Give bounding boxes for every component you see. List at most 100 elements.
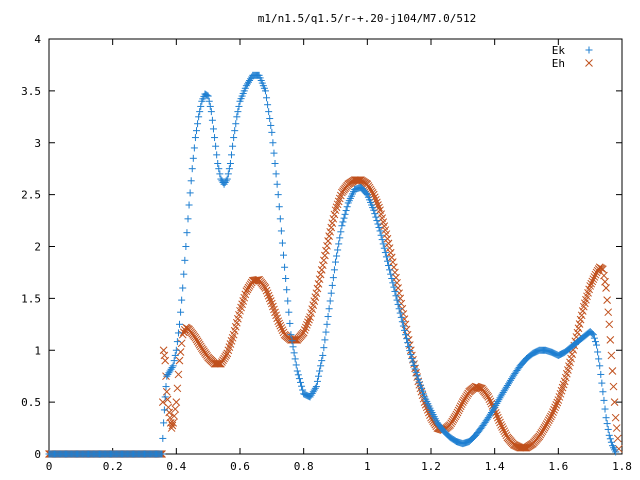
point-eh: [330, 210, 339, 219]
point-eh: [456, 402, 465, 411]
point-ek: [393, 296, 401, 304]
point-eh: [318, 261, 327, 270]
point-eh: [304, 318, 312, 327]
point-ek: [419, 387, 427, 395]
x-tick-label: 1: [364, 460, 371, 473]
point-ek: [341, 210, 349, 218]
point-ek: [267, 121, 275, 129]
point-ek: [180, 270, 188, 278]
point-ek: [196, 108, 204, 116]
point-ek: [231, 127, 239, 135]
legend-marker-eh: [585, 59, 593, 67]
point-ek: [268, 128, 276, 136]
point-ek: [399, 322, 407, 330]
point-ek: [317, 362, 325, 370]
point-eh: [614, 444, 623, 453]
point-ek: [228, 151, 236, 159]
point-ek: [284, 297, 292, 305]
point-eh: [610, 398, 619, 406]
point-eh: [167, 424, 176, 432]
point-ek: [321, 336, 329, 344]
point-ek: [605, 431, 613, 439]
point-ek: [417, 384, 425, 392]
point-ek: [275, 203, 283, 211]
point-ek: [408, 355, 416, 363]
point-eh: [609, 382, 618, 391]
point-ek: [274, 191, 282, 199]
point-eh: [603, 296, 611, 304]
point-ek: [593, 341, 601, 349]
point-ek: [407, 351, 415, 359]
point-eh: [613, 434, 622, 443]
point-eh: [392, 273, 400, 282]
point-ek: [323, 320, 331, 328]
point-ek: [589, 331, 597, 339]
point-ek: [382, 253, 390, 261]
point-eh: [602, 284, 610, 292]
point-ek: [215, 165, 223, 173]
point-ek: [174, 329, 182, 337]
point-eh: [608, 367, 617, 375]
point-eh: [587, 279, 596, 288]
point-eh: [453, 408, 462, 417]
point-ek: [413, 372, 421, 380]
point-ek: [377, 231, 385, 239]
point-ek: [336, 234, 344, 242]
point-ek: [261, 87, 269, 95]
point-ek: [597, 370, 605, 378]
x-tick-label: 0.2: [103, 460, 123, 473]
point-ek: [299, 386, 307, 394]
point-eh: [496, 418, 504, 427]
point-ek: [278, 239, 286, 247]
point-eh: [576, 315, 585, 324]
point-ek: [392, 292, 400, 300]
point-eh: [265, 294, 274, 303]
point-eh: [394, 284, 402, 292]
point-ek: [292, 361, 300, 369]
point-ek: [396, 309, 404, 317]
point-ek: [590, 334, 598, 342]
point-ek: [207, 108, 215, 116]
y-tick-label: 2: [34, 241, 41, 254]
point-ek: [372, 213, 380, 221]
point-eh: [315, 275, 324, 284]
point-ek: [400, 326, 408, 334]
point-eh: [551, 403, 560, 412]
point-ek: [397, 313, 405, 321]
point-ek: [390, 283, 398, 291]
point-ek: [181, 256, 189, 264]
point-ek: [204, 92, 212, 100]
point-eh: [574, 324, 583, 333]
point-ek: [197, 102, 205, 110]
point-ek: [282, 274, 290, 282]
point-eh: [299, 328, 308, 337]
x-tick-label: 1.8: [612, 460, 632, 473]
point-ek: [276, 215, 284, 223]
point-ek: [379, 240, 387, 248]
series-eh: [45, 176, 623, 458]
point-ek: [178, 296, 186, 304]
point-ek: [322, 328, 330, 336]
point-eh: [175, 356, 184, 365]
point-ek: [208, 116, 216, 124]
point-ek: [320, 344, 328, 352]
point-ek: [270, 149, 278, 157]
point-ek: [291, 355, 299, 363]
point-eh: [495, 416, 503, 424]
point-ek: [298, 382, 306, 390]
point-ek: [224, 170, 232, 178]
point-ek: [387, 270, 395, 278]
point-ek: [234, 108, 242, 116]
point-eh: [329, 214, 338, 223]
point-ek: [402, 331, 410, 339]
point-ek: [329, 274, 337, 282]
point-ek: [216, 170, 224, 178]
point-ek: [281, 263, 289, 271]
point-eh: [275, 319, 284, 328]
point-ek: [283, 286, 291, 294]
point-eh: [177, 339, 186, 348]
point-ek: [603, 420, 611, 428]
point-ek: [233, 113, 241, 121]
